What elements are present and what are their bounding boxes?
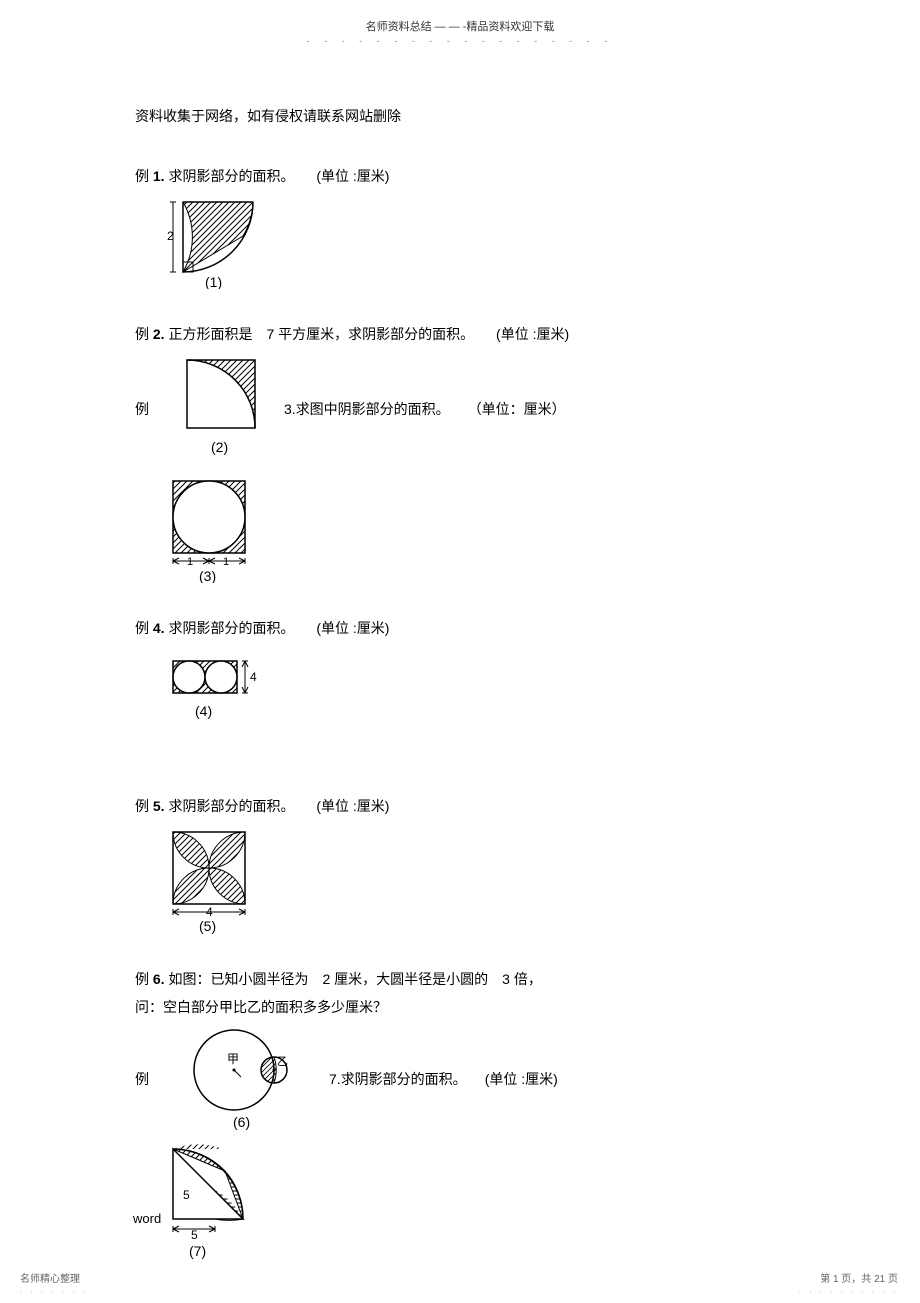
example-body: 求阴影部分的面积。 [168, 168, 294, 184]
footer-right-sub: . . . . . . . . . . [799, 1286, 898, 1295]
example-6-text: 例 6. 如图：已知小圆半径为 2 厘米，大圆半径是小圆的 3 倍， [135, 969, 785, 989]
example-5-text: 例 5. 求阴影部分的面积。 (单位 :厘米) [135, 796, 785, 816]
figure-4-caption: (4) [195, 703, 212, 719]
figure-3-caption: (3) [199, 568, 216, 583]
figure-3: 1 1 (3) [165, 473, 785, 588]
figure-4-dim: 4 [250, 670, 257, 684]
example-unit: (单位 :厘米) [485, 1069, 558, 1089]
example-label: 例 [135, 971, 149, 987]
example-body: 如图：已知小圆半径为 2 厘米，大圆半径是小圆的 3 倍， [168, 971, 541, 987]
footer-left: 名师精心整理 [20, 1270, 80, 1285]
example-number: 6. [153, 971, 165, 987]
example-label: 例 [135, 399, 149, 419]
figure-2-caption: (2) [211, 439, 228, 455]
figure-3-dim-left: 1 [187, 556, 193, 568]
example-unit: (单位 :厘米) [316, 798, 389, 814]
figure-7-dim-v: 5 [183, 1188, 190, 1202]
example-1-text: 例 1. 求阴影部分的面积。 (单位 :厘米) [135, 166, 785, 186]
example-label: 例 [135, 1069, 149, 1089]
example-label: 例 [135, 168, 149, 184]
example-label: 例 [135, 798, 149, 814]
figure-7: word 5 5 (7) [165, 1141, 785, 1266]
figure-5: 4 (5) [165, 824, 785, 939]
figure-1-caption: (1) [205, 274, 222, 289]
page-header-divider: - - - - - - - - - - - - - - - - - - [0, 36, 920, 46]
example-unit: (单位 :厘米) [316, 620, 389, 636]
word-label: word [133, 1211, 161, 1226]
page-header: 名师资料总结 — — -精品资料欢迎下载 [0, 0, 920, 34]
figure-6-label-b: 乙 [277, 1055, 288, 1068]
example-body: 求阴影部分的面积。 [168, 798, 294, 814]
example-4-text: 例 4. 求阴影部分的面积。 (单位 :厘米) [135, 618, 785, 638]
page-content: 资料收集于网络，如有侵权请联系网站删除 例 1. 求阴影部分的面积。 (单位 :… [0, 46, 920, 1266]
example-body: 正方形面积是 7 平方厘米，求阴影部分的面积。 [168, 326, 474, 342]
figure-4: 4 (4) [165, 646, 785, 736]
example-number: 4. [153, 620, 165, 636]
figure-6-caption: (6) [233, 1114, 250, 1130]
example-body: 求阴影部分的面积。 [168, 620, 294, 636]
figure-1: 2 (1) [165, 194, 785, 294]
figure-7-dim-h: 5 [191, 1228, 198, 1242]
example-body: 求图中阴影部分的面积。 [296, 399, 450, 419]
figure-3-dim-right: 1 [223, 556, 229, 568]
footer-right: 第 1 页，共 21 页 [820, 1270, 898, 1285]
figure-5-dim: 4 [206, 905, 213, 919]
figure-7-caption: (7) [189, 1243, 206, 1259]
figure-2: (2) [179, 352, 264, 465]
figure-6: 甲 乙 (6) [179, 1025, 309, 1133]
example-number: 2. [153, 326, 165, 342]
figure-5-caption: (5) [199, 918, 216, 934]
figure-1-dim: 2 [167, 229, 174, 243]
example-2-text: 例 2. 正方形面积是 7 平方厘米，求阴影部分的面积。 (单位 :厘米) [135, 324, 785, 344]
example-label: 例 [135, 326, 149, 342]
example-3-row: 例 (2) 3. 求图中阴影部分的面积。 （单位：厘米） [135, 352, 785, 465]
example-unit: （单位：厘米） [468, 399, 566, 419]
example-body: 求阴影部分的面积。 [341, 1069, 467, 1089]
example-body: 3. [284, 401, 296, 417]
example-number: 7. [329, 1071, 341, 1087]
copyright-notice: 资料收集于网络，如有侵权请联系网站删除 [135, 106, 785, 126]
example-6-line2: 问：空白部分甲比乙的面积多多少厘米？ [135, 997, 785, 1017]
example-number: 5. [153, 798, 165, 814]
example-unit: (单位 :厘米) [316, 168, 389, 184]
figure-6-label-a: 甲 [227, 1052, 239, 1066]
example-unit: (单位 :厘米) [496, 326, 569, 342]
example-label: 例 [135, 620, 149, 636]
footer-left-sub: . . . . . . . [20, 1286, 88, 1295]
example-number: 1. [153, 168, 165, 184]
example-7-row: 例 甲 乙 (6) 7. 求阴影部分的面积。 (单位 :厘米) [135, 1025, 785, 1133]
